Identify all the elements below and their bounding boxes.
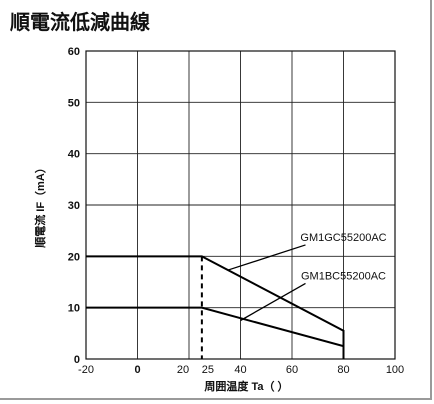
x-tick-label: 60: [286, 364, 298, 376]
y-tick-label: 40: [68, 149, 80, 161]
annotation-leader-1: [227, 244, 306, 271]
x-axis-label: 周囲温度 Ta（ ）: [204, 379, 288, 393]
series-line-1: [86, 255, 345, 359]
y-tick-label: 10: [68, 303, 80, 315]
x-tick-label: 80: [337, 364, 349, 376]
y-tick-label: 30: [68, 200, 80, 212]
chart-title: 順電流低減曲線: [10, 10, 150, 34]
x-tick-label: 20: [177, 364, 189, 376]
series-group: [86, 255, 345, 359]
x-tick-label: 25: [202, 364, 214, 376]
grid: [85, 50, 396, 360]
y-tick-label: 60: [68, 46, 80, 58]
x-tick-label: 100: [386, 364, 404, 376]
annotation-leader-2: [240, 282, 306, 322]
y-axis-label: 順電流 IF（mA）: [33, 162, 47, 248]
axes: [85, 50, 396, 360]
y-tick-label: 50: [68, 97, 80, 109]
series-annotation-1: GM1GC55200AC: [300, 232, 386, 244]
plot-border: [85, 50, 396, 360]
x-tick-label: -20: [78, 364, 94, 376]
x-tick-label: 40: [234, 364, 246, 376]
y-tick-label: 20: [68, 251, 80, 263]
y-tick-label: 0: [74, 354, 80, 366]
series-line-2: [86, 306, 345, 359]
axis-labels: 周囲温度 Ta（ ） 順電流 IF（mA）: [33, 162, 289, 393]
annotations: GM1GC55200AC GM1BC55200AC: [227, 232, 387, 322]
x-tick-label: 0: [134, 364, 140, 376]
series-annotation-2: GM1BC55200AC: [301, 270, 386, 282]
